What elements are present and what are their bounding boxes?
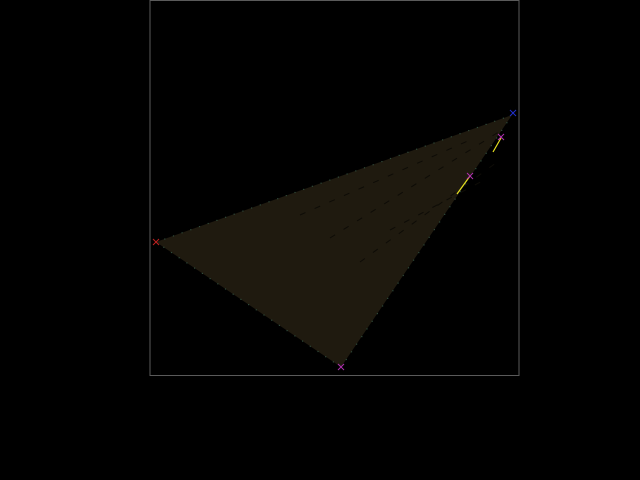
edge-dot (361, 336, 362, 337)
edge-dot (356, 344, 357, 345)
edge-dot (390, 158, 391, 159)
edge-dot (366, 328, 367, 329)
edge-dot (333, 361, 334, 362)
edge-dot (382, 305, 383, 306)
edge-dot (199, 226, 200, 227)
edge-dot (355, 170, 356, 171)
edge-dot (407, 152, 408, 153)
edge-dot (403, 275, 404, 276)
edge-dot (251, 207, 252, 208)
edge-dot (346, 359, 347, 360)
edge-dot (423, 244, 424, 245)
edge-dot (418, 252, 419, 253)
edge-dot (260, 204, 261, 205)
edge-dot (186, 262, 187, 263)
edge-dot (163, 247, 164, 248)
edge-dot (216, 220, 217, 221)
edge-dot (233, 294, 234, 295)
edge-dot (444, 214, 445, 215)
edge-dot (459, 133, 460, 134)
edge-dot (398, 283, 399, 284)
edge-dot (286, 195, 287, 196)
edge-dot (242, 211, 243, 212)
edge-dot (263, 314, 264, 315)
edge-dot (173, 235, 174, 236)
edge-dot (486, 124, 487, 125)
edge-dot (399, 155, 400, 156)
edge-dot (451, 136, 452, 137)
edge-dot (208, 223, 209, 224)
edge-dot (217, 283, 218, 284)
edge-dot (433, 142, 434, 143)
edge-dot (439, 221, 440, 222)
edge-dot (210, 278, 211, 279)
edge-dot (190, 229, 191, 230)
edge-dot (182, 232, 183, 233)
edge-dot (179, 257, 180, 258)
edge-dot (338, 177, 339, 178)
edge-dot (294, 192, 295, 193)
edge-dot (425, 146, 426, 147)
edge-dot (506, 122, 507, 123)
edge-dot (234, 214, 235, 215)
edge-dot (225, 217, 226, 218)
edge-dot (442, 139, 443, 140)
edge-dot (449, 206, 450, 207)
edge-dot (501, 130, 502, 131)
edge-dot (377, 313, 378, 314)
edge-dot (413, 260, 414, 261)
edge-dot (248, 304, 249, 305)
edge-dot (325, 356, 326, 357)
edge-dot (460, 191, 461, 192)
edge-dot (480, 160, 481, 161)
edge-dot (271, 320, 272, 321)
edge-dot (496, 137, 497, 138)
edge-dot (302, 341, 303, 342)
edge-dot (491, 145, 492, 146)
edge-dot (164, 238, 165, 239)
edge-dot (408, 267, 409, 268)
edge-dot (294, 335, 295, 336)
edge-dot (475, 168, 476, 169)
edge-dot (372, 321, 373, 322)
edge-dot (277, 198, 278, 199)
edge-dot (381, 161, 382, 162)
edge-dot (194, 268, 195, 269)
edge-dot (392, 290, 393, 291)
edge-dot (351, 351, 352, 352)
edge-dot (310, 346, 311, 347)
edge-dot (225, 288, 226, 289)
edge-dot (434, 229, 435, 230)
edge-dot (477, 127, 478, 128)
edge-dot (455, 199, 456, 200)
edge-dot (287, 330, 288, 331)
edge-dot (503, 118, 504, 119)
edge-dot (321, 183, 322, 184)
edge-dot (494, 121, 495, 122)
edge-dot (387, 298, 388, 299)
vertex-marker-top-right[interactable] (510, 110, 516, 116)
edge-dot (268, 201, 269, 202)
edge-dot (202, 273, 203, 274)
edge-dot (329, 180, 330, 181)
edge-dot (171, 252, 172, 253)
edge-dot (317, 351, 318, 352)
edge-dot (429, 237, 430, 238)
edge-dot (364, 167, 365, 168)
edge-dot (303, 189, 304, 190)
edge-dot (416, 149, 417, 150)
edge-dot (468, 130, 469, 131)
edge-dot (279, 325, 280, 326)
edge-dot (347, 173, 348, 174)
edge-dot (312, 186, 313, 187)
edge-dot (486, 153, 487, 154)
edge-dot (240, 299, 241, 300)
edge-dot (256, 309, 257, 310)
filled-triangle (156, 115, 512, 367)
edge-dot (373, 164, 374, 165)
